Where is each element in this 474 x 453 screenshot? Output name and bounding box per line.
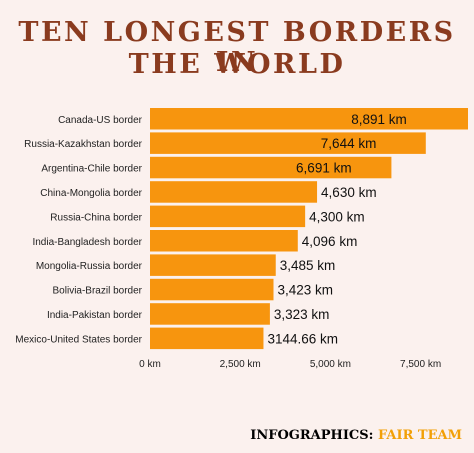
category-label: Mongolia-Russia border (36, 261, 143, 272)
bar (150, 327, 264, 350)
bar (150, 156, 392, 179)
data-label: 3,485 km (280, 258, 336, 273)
bar (150, 181, 318, 203)
x-tick-label: 7,500 km (400, 359, 441, 370)
bar (150, 254, 276, 276)
category-label: Bolivia-Brazil border (53, 286, 143, 297)
data-label: 6,691 km (296, 161, 352, 176)
title-line-1: TEN LONGEST BORDERS IN (18, 17, 456, 78)
bar (150, 205, 306, 228)
category-label: China-Mongolia border (40, 188, 142, 199)
data-label: 4,096 km (302, 234, 358, 249)
x-tick-label: 5,000 km (310, 359, 351, 370)
data-label: 4,300 km (309, 209, 365, 224)
bar (150, 230, 298, 252)
credit-prefix: INFOGRAPHICS: (250, 428, 374, 443)
category-label: Russia-Kazakhstan border (24, 139, 143, 150)
category-label: Argentina-Chile border (41, 164, 142, 175)
category-label: India-Pakistan border (47, 310, 143, 321)
bar (150, 303, 270, 325)
bar (150, 108, 468, 130)
category-label: Mexico-United States border (15, 334, 142, 345)
data-label: 4,630 km (321, 185, 377, 200)
bar (150, 278, 274, 301)
bar (150, 132, 426, 154)
credit-name: FAIR TEAM (377, 428, 462, 443)
category-label: India-Bangladesh border (32, 237, 142, 248)
credit-line: INFOGRAPHICS: FAIR TEAM (250, 428, 462, 443)
data-label: 8,891 km (351, 112, 407, 127)
data-label: 3,323 km (274, 307, 330, 322)
title-line-2: THE WORLD (128, 49, 346, 80)
data-label: 7,644 km (321, 136, 377, 151)
category-label: Canada-US border (58, 115, 143, 126)
category-label: Russia-China border (50, 212, 142, 223)
data-label: 3,423 km (278, 283, 334, 298)
x-tick-label: 0 km (139, 359, 161, 370)
x-tick-label: 2,500 km (220, 359, 261, 370)
data-label: 3144.66 km (267, 331, 338, 346)
